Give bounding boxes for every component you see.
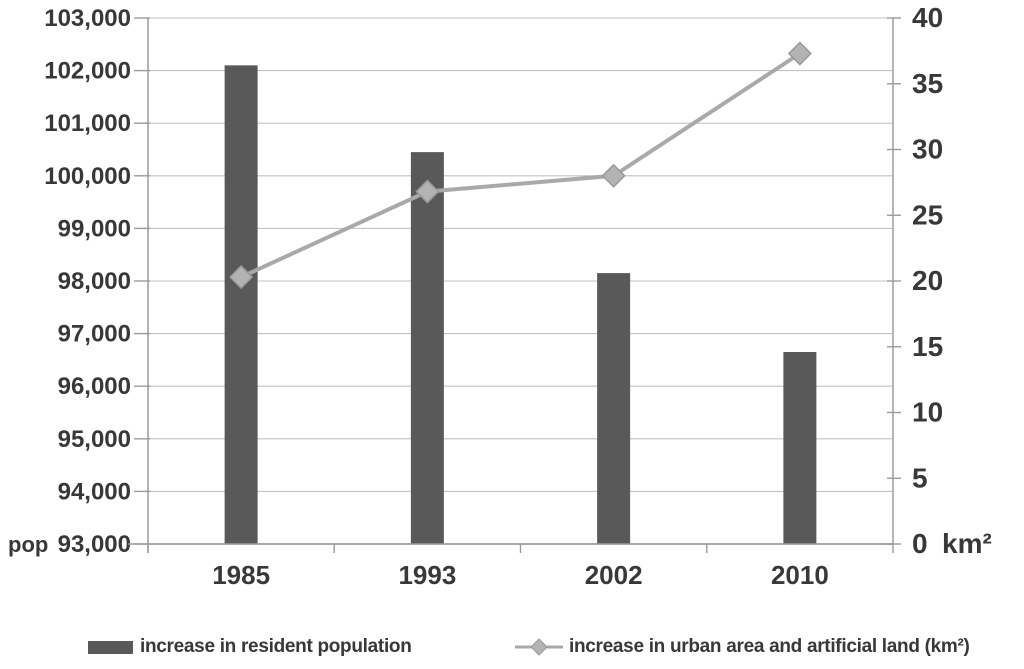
combo-chart: 103,000 102,000 101,000 100,000 99,000 98,000…	[8, 2, 992, 590]
right-axis-label: 5	[912, 462, 928, 493]
x-axis-label-1985: 1985	[212, 560, 270, 590]
diamond-marker-1985	[229, 264, 254, 290]
left-axis-unit-label: pop	[8, 532, 48, 557]
chart-legend: increase in resident population increase…	[0, 630, 1024, 666]
bar-2010	[783, 352, 817, 544]
x-axis-label-2010: 2010	[771, 560, 829, 590]
right-axis-label: 35	[912, 68, 943, 99]
left-axis-label: 100,000	[44, 163, 131, 190]
left-axis-label: 94,000	[58, 478, 131, 505]
left-axis-label: 103,000	[44, 5, 131, 32]
right-axis-label: 10	[912, 397, 943, 428]
bar-2002	[597, 273, 631, 544]
right-axis-unit-label: km²	[942, 528, 992, 559]
legend-label-resident-population: increase in resident population	[140, 636, 412, 657]
left-axis-label: 98,000	[58, 268, 131, 295]
left-axis-label: 97,000	[58, 321, 131, 348]
left-axis-label: 102,000	[44, 58, 131, 85]
bar-1985	[224, 65, 258, 544]
diamond-marker-2002	[601, 163, 626, 188]
right-axis-label: 30	[912, 134, 943, 165]
legend-item-resident-population: increase in resident population	[88, 630, 412, 664]
right-axis-label: 15	[912, 331, 943, 362]
left-axis-label: 101,000	[44, 110, 131, 137]
left-axis-label: 93,000	[58, 531, 131, 558]
right-axis-label: 0	[912, 528, 928, 559]
line-legend-swatch	[514, 636, 564, 658]
left-axis-label: 95,000	[58, 426, 131, 453]
bar-1993	[410, 152, 444, 544]
x-axis-label-1993: 1993	[398, 560, 456, 590]
right-axis-label: 25	[912, 199, 943, 230]
bar-legend-swatch	[88, 640, 133, 654]
legend-label-urban-area: increase in urban area and artificial la…	[569, 636, 970, 657]
diamond-marker-1993	[415, 179, 440, 204]
line-marker-icon	[515, 638, 563, 656]
legend-item-urban-area: increase in urban area and artificial la…	[514, 630, 970, 664]
right-axis-label: 20	[912, 265, 943, 296]
urban-area-line	[240, 51, 801, 279]
left-axis-label: 96,000	[58, 373, 131, 400]
right-axis-label: 40	[912, 2, 943, 33]
left-axis-label: 99,000	[58, 215, 131, 242]
diamond-marker-2010	[787, 41, 812, 66]
x-axis-label-2002: 2002	[585, 560, 643, 590]
